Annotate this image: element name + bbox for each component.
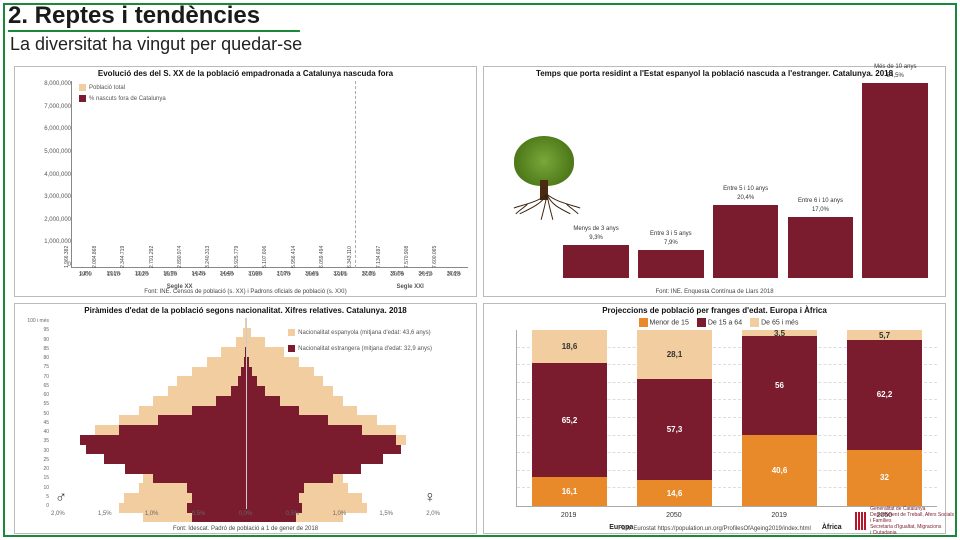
chart1-xaxis: 1900191019201930194019501960197019811991… [71, 272, 468, 282]
male-symbol: ♂ [55, 489, 67, 507]
chart3-title: Piràmides d'edat de la població segons n… [15, 304, 476, 317]
chart3-yaxis: 100 i més9590858075706560555045403530252… [17, 318, 49, 509]
gencat-logo: Generalitat de Catalunya Departament de … [855, 506, 954, 536]
legend-est: Nacionalitat estrangera (mitjana d'edat:… [298, 346, 432, 352]
chart1-plot: 1.966.3821,8%2.084.86815,1%2.344.71913,1… [71, 81, 468, 268]
chart1-footer: Font: INE. Censos de població (s. XX) i … [15, 289, 476, 295]
logo-line: i Ciutadania [870, 530, 954, 536]
chart-grid: Evolució des del S. XX de la població em… [14, 66, 946, 534]
chart2-footer: Font: INE. Enquesta Contínua de Llars 20… [484, 289, 945, 295]
panel-temps-residencia: Temps que porta residint a l'Estat espan… [483, 66, 946, 297]
panel-evolucio: Evolució des del S. XX de la població em… [14, 66, 477, 297]
chart1-yaxis: 01,000,0002,000,0003,000,0004,000,0005,0… [21, 81, 71, 268]
chart3-footer: Font: Idescat. Padró de població a 1 de … [15, 526, 476, 532]
panel-projeccions: Projeccions de població per franges d'ed… [483, 303, 946, 534]
chart1-title: Evolució des del S. XX de la població em… [15, 67, 476, 80]
chart3-xaxis: 2,0%1,5%1,0%0,5%0,0%0,5%1,0%1,5%2,0% [51, 511, 440, 521]
chart4-plot: 18,665,216,128,157,314,63,55640,65,762,2… [516, 330, 937, 507]
chart3-legend: Nacionalitat espanyola (mitjana d'edat: … [288, 328, 432, 354]
legend-esp: Nacionalitat espanyola (mitjana d'edat: … [298, 330, 431, 336]
chart4-title: Projeccions de població per franges d'ed… [484, 304, 945, 317]
chart4-legend: Menor de 15De 15 a 64De 65 i més [484, 318, 945, 327]
female-symbol: ♀ [424, 489, 436, 507]
panel-piramide: Piràmides d'edat de la població segons n… [14, 303, 477, 534]
chart2-plot: Menys de 3 anys 9,3%Entre 3 i 5 anys 7,9… [492, 83, 937, 278]
